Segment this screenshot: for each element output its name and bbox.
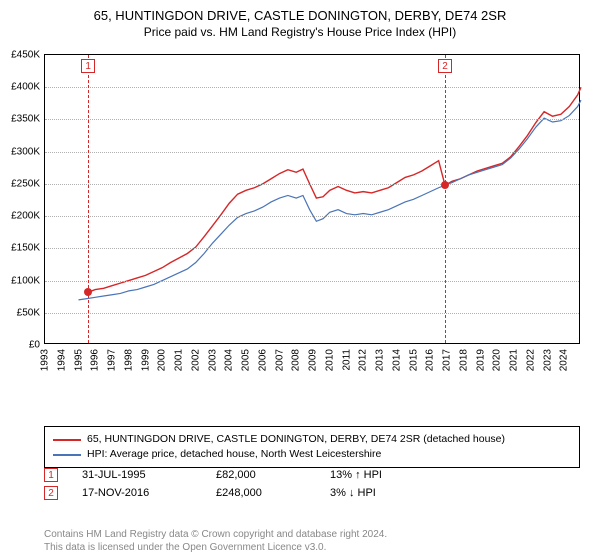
- x-axis-label: 2012: [358, 349, 369, 371]
- event-price: £248,000: [216, 487, 306, 499]
- x-axis-label: 1998: [123, 349, 134, 371]
- x-axis-label: 2003: [207, 349, 218, 371]
- gridline: [45, 119, 579, 120]
- x-axis-label: 2024: [559, 349, 570, 371]
- event-row: 2 17-NOV-2016 £248,000 3% ↓ HPI: [44, 484, 580, 502]
- title-main: 65, HUNTINGDON DRIVE, CASTLE DONINGTON, …: [0, 8, 600, 23]
- x-axis-label: 2013: [375, 349, 386, 371]
- y-axis-label: £50K: [17, 307, 40, 318]
- x-axis-label: 1994: [56, 349, 67, 371]
- y-axis-label: £400K: [11, 82, 40, 93]
- y-axis-label: £300K: [11, 146, 40, 157]
- gridline: [45, 216, 579, 217]
- gridline: [45, 87, 579, 88]
- event-date: 17-NOV-2016: [82, 487, 192, 499]
- gridline: [45, 152, 579, 153]
- event-badge: 1: [81, 59, 95, 73]
- x-axis-label: 2020: [492, 349, 503, 371]
- event-date: 31-JUL-1995: [82, 469, 192, 481]
- y-axis-label: £200K: [11, 211, 40, 222]
- series-lines: [45, 55, 581, 345]
- plot-area: £0£50K£100K£150K£200K£250K£300K£350K£400…: [44, 54, 580, 384]
- x-axis-label: 2011: [341, 349, 352, 371]
- x-axis-label: 2016: [425, 349, 436, 371]
- gridline: [45, 313, 579, 314]
- x-axis-label: 2002: [190, 349, 201, 371]
- gridline: [45, 281, 579, 282]
- event-badge: 2: [438, 59, 452, 73]
- x-axis-label: 2001: [174, 349, 185, 371]
- attrib-line-1: Contains HM Land Registry data © Crown c…: [44, 528, 580, 541]
- chart-container: { "type": "line", "title_main": "65, HUN…: [0, 0, 600, 560]
- event-delta: 13% ↑ HPI: [330, 469, 382, 481]
- event-price: £82,000: [216, 469, 306, 481]
- legend-row: HPI: Average price, detached house, Nort…: [53, 447, 571, 462]
- event-row: 1 31-JUL-1995 £82,000 13% ↑ HPI: [44, 466, 580, 484]
- gridline: [45, 184, 579, 185]
- x-axis-label: 1999: [140, 349, 151, 371]
- series-line: [88, 87, 581, 292]
- plot-frame: £0£50K£100K£150K£200K£250K£300K£350K£400…: [44, 54, 580, 344]
- y-axis-label: £250K: [11, 178, 40, 189]
- y-axis-label: £350K: [11, 114, 40, 125]
- x-axis-label: 2009: [308, 349, 319, 371]
- title-sub: Price paid vs. HM Land Registry's House …: [0, 25, 600, 39]
- legend-row: 65, HUNTINGDON DRIVE, CASTLE DONINGTON, …: [53, 432, 571, 447]
- gridline: [45, 248, 579, 249]
- x-axis-label: 2017: [442, 349, 453, 371]
- event-line: [445, 55, 446, 343]
- legend-label: 65, HUNTINGDON DRIVE, CASTLE DONINGTON, …: [87, 432, 505, 447]
- y-axis-label: £150K: [11, 243, 40, 254]
- legend-swatch: [53, 439, 81, 441]
- data-marker: [441, 181, 449, 189]
- series-line: [79, 100, 582, 300]
- chart-titles: 65, HUNTINGDON DRIVE, CASTLE DONINGTON, …: [0, 0, 600, 39]
- x-axis-label: 2000: [157, 349, 168, 371]
- x-axis-label: 2018: [458, 349, 469, 371]
- x-axis-label: 2005: [241, 349, 252, 371]
- event-row-badge: 1: [44, 468, 58, 482]
- x-axis-label: 2014: [391, 349, 402, 371]
- x-axis-label: 2023: [542, 349, 553, 371]
- x-axis-label: 2006: [257, 349, 268, 371]
- x-axis-label: 1993: [40, 349, 51, 371]
- y-axis-label: £0: [29, 340, 40, 351]
- attribution: Contains HM Land Registry data © Crown c…: [44, 528, 580, 554]
- event-row-badge: 2: [44, 486, 58, 500]
- x-axis-label: 2004: [224, 349, 235, 371]
- x-axis-label: 2015: [408, 349, 419, 371]
- x-axis-label: 2019: [475, 349, 486, 371]
- legend-swatch: [53, 454, 81, 456]
- attrib-line-2: This data is licensed under the Open Gov…: [44, 541, 580, 554]
- x-axis-label: 1995: [73, 349, 84, 371]
- x-axis-label: 1997: [107, 349, 118, 371]
- event-table: 1 31-JUL-1995 £82,000 13% ↑ HPI 2 17-NOV-2016…: [44, 466, 580, 502]
- y-axis-label: £450K: [11, 50, 40, 61]
- event-line: [88, 55, 89, 343]
- legend: 65, HUNTINGDON DRIVE, CASTLE DONINGTON, …: [44, 426, 580, 468]
- x-axis-label: 2010: [324, 349, 335, 371]
- y-axis-label: £100K: [11, 275, 40, 286]
- x-axis-label: 1996: [90, 349, 101, 371]
- x-axis-label: 2021: [509, 349, 520, 371]
- x-axis-label: 2022: [525, 349, 536, 371]
- event-delta: 3% ↓ HPI: [330, 487, 376, 499]
- data-marker: [84, 288, 92, 296]
- legend-label: HPI: Average price, detached house, Nort…: [87, 447, 381, 462]
- x-axis-label: 2007: [274, 349, 285, 371]
- x-axis-label: 2008: [291, 349, 302, 371]
